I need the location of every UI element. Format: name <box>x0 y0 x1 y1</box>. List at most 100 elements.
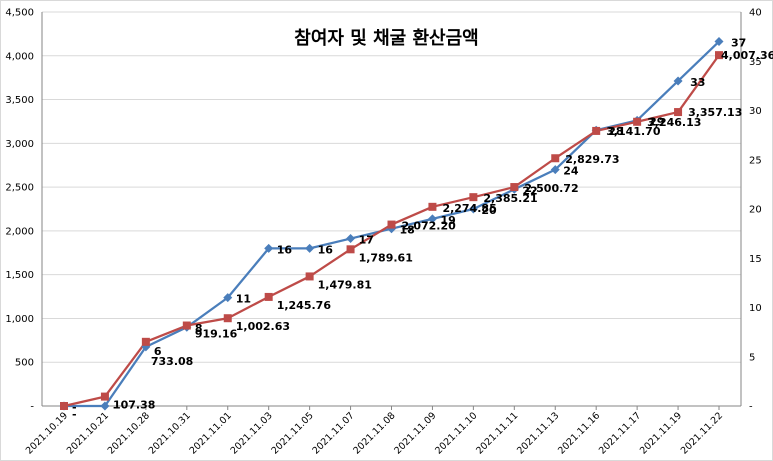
x-tick-label: 2021.11.10 <box>433 410 479 456</box>
y-right-tick-label: 40 <box>749 8 762 19</box>
data-label: 16 <box>318 243 334 256</box>
data-point-square <box>674 108 683 117</box>
data-label: 3,357.13 <box>688 106 742 119</box>
x-tick-label: 2021.11.09 <box>392 410 438 456</box>
y-left-tick-label: 2,500 <box>5 183 34 194</box>
x-tick-label: 2021.11.03 <box>229 410 275 456</box>
x-tick-label: 2021.11.19 <box>638 410 684 456</box>
y-left-tick-label: 1,500 <box>5 270 34 281</box>
data-label: 1,002.63 <box>236 320 290 333</box>
x-tick-label: 2021.10.28 <box>106 410 152 456</box>
data-point-diamond <box>550 165 560 175</box>
data-point-diamond <box>223 293 233 303</box>
x-tick-label: 2021.11.05 <box>269 410 315 456</box>
y-left-tick-label: 4,500 <box>5 8 34 19</box>
x-tick-label: 2021.11.11 <box>474 410 520 456</box>
data-label: 1,479.81 <box>318 278 372 291</box>
data-point-square <box>60 402 68 410</box>
x-tick-label: 2021.11.07 <box>310 410 356 456</box>
data-point-square <box>633 117 642 126</box>
data-point-square <box>346 245 355 254</box>
data-label: 6 <box>154 345 162 358</box>
data-point-square <box>592 126 601 135</box>
y-left-tick-label: 2,000 <box>5 226 34 237</box>
y-left-tick-label: 3,000 <box>5 139 34 150</box>
x-tick-label: 2021.11.08 <box>351 410 397 456</box>
axes: - 500 1,000 1,500 2,000 2,500 3,000 3,500 4,000 4… <box>5 8 761 457</box>
y-right-tick-label: 35 <box>749 57 762 68</box>
y-right-tick-label: 30 <box>749 106 762 117</box>
data-label: 2,500.72 <box>524 182 578 195</box>
data-point-square <box>305 272 314 281</box>
data-point-square <box>141 337 150 346</box>
data-point-diamond <box>264 243 274 253</box>
data-label: 17 <box>359 234 374 247</box>
data-point-square <box>182 321 191 330</box>
data-label: 11 <box>236 293 251 306</box>
y-right-tick-label: 25 <box>749 155 762 166</box>
data-label: 28 <box>608 125 623 138</box>
data-label: 19 <box>440 214 455 227</box>
data-label: 22 <box>522 184 537 197</box>
y-left-tick-label: - <box>30 402 34 413</box>
data-point-square <box>469 193 478 202</box>
data-label: - <box>72 408 77 421</box>
x-tick-label: 2021.10.31 <box>147 410 193 456</box>
series-markers <box>59 37 724 411</box>
y-right-tick-label: 10 <box>749 303 762 314</box>
data-point-diamond <box>468 204 478 214</box>
data-point-square <box>715 51 723 60</box>
data-label: 4,007.36 <box>721 49 773 62</box>
data-point-diamond <box>346 234 356 244</box>
data-label: 1,245.76 <box>277 299 332 312</box>
y-right-tick-label: 15 <box>749 254 762 265</box>
x-tick-label: 2021.11.17 <box>597 410 643 456</box>
x-tick-label: 2021.10.19 <box>24 410 70 456</box>
x-tick-label: 2021.11.01 <box>188 410 234 456</box>
chart-title: 참여자 및 채굴 환산금액 <box>294 28 479 49</box>
data-point-square <box>387 220 396 229</box>
data-point-square <box>223 314 232 323</box>
data-label: 8 <box>195 322 203 335</box>
data-label: - <box>113 401 118 414</box>
data-label: 16 <box>277 243 293 256</box>
data-label: 733.08 <box>151 355 193 368</box>
data-label: 2,829.73 <box>565 153 619 166</box>
data-point-square <box>100 392 109 401</box>
data-label: 20 <box>481 204 497 217</box>
data-point-diamond <box>305 243 315 253</box>
y-left-tick-label: 1,000 <box>5 314 34 325</box>
x-tick-label: 2021.11.16 <box>556 410 602 456</box>
y-right-tick-label: - <box>749 402 753 413</box>
gridlines <box>42 11 741 363</box>
y-left-tick-label: 4,000 <box>5 51 34 62</box>
data-label: - <box>72 401 77 414</box>
data-label: 18 <box>400 224 415 237</box>
y-right-tick-label: 5 <box>749 352 755 363</box>
data-label: 29 <box>649 115 664 128</box>
x-tick-label: 2021.11.22 <box>679 410 725 456</box>
data-point-square <box>510 183 519 192</box>
y-left-tick-label: 3,500 <box>5 95 34 106</box>
data-label: 24 <box>563 165 579 178</box>
data-point-diamond <box>100 401 110 411</box>
data-point-diamond <box>427 214 437 224</box>
data-point-diamond <box>673 76 683 86</box>
data-label: 37 <box>731 37 746 50</box>
data-label: 919.16 <box>195 328 238 341</box>
data-label: 3,246.13 <box>647 116 701 129</box>
y-left-tick-label: 500 <box>15 358 34 369</box>
x-tick-label: 2021.11.13 <box>515 410 561 456</box>
data-label: 2,274.85 <box>442 202 496 215</box>
y-right-tick-label: 20 <box>749 205 762 216</box>
data-point-square <box>551 154 560 163</box>
data-label: 107.38 <box>113 399 155 412</box>
data-label: 3,141.70 <box>606 125 661 138</box>
data-point-square <box>264 292 273 301</box>
data-point-diamond <box>714 37 724 47</box>
data-label: 2,385.21 <box>483 192 537 205</box>
data-label: 1,789.61 <box>359 251 413 264</box>
data-label: 2,072.20 <box>402 220 457 233</box>
